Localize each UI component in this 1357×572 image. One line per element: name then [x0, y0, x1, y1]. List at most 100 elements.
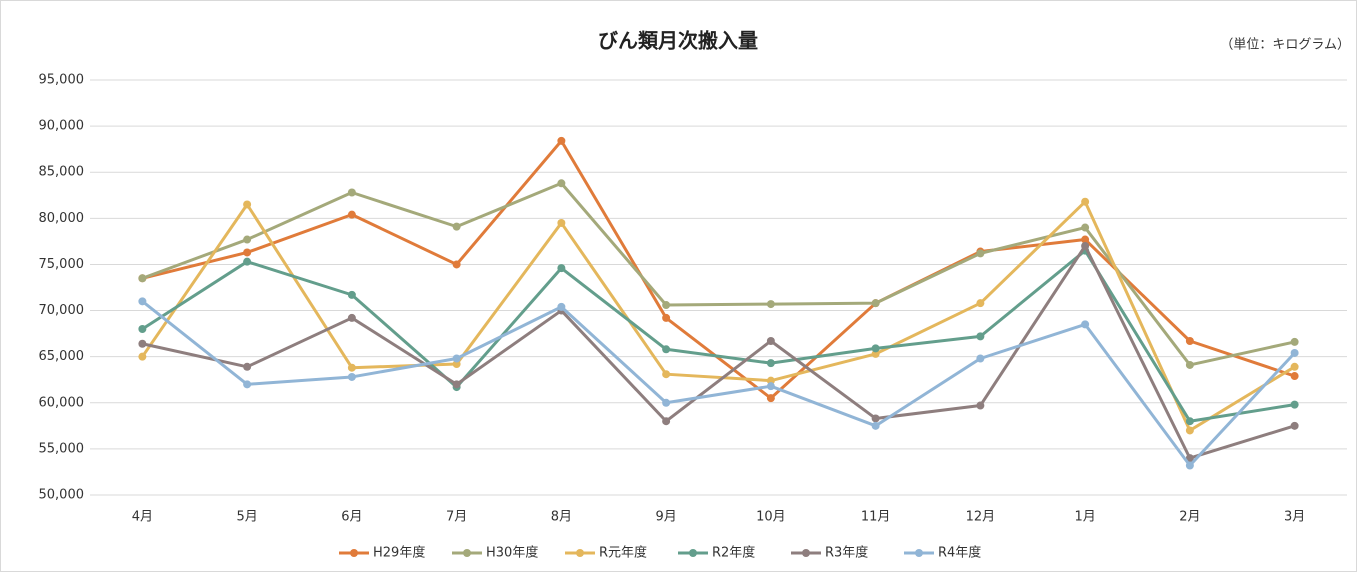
x-tick-label: 9月	[655, 510, 676, 525]
data-point	[662, 398, 671, 407]
legend-marker	[689, 549, 697, 557]
data-point	[347, 313, 356, 322]
legend-marker	[350, 549, 358, 557]
y-tick-label: 60,000	[39, 395, 85, 410]
data-point	[766, 359, 775, 368]
data-point	[976, 332, 985, 341]
data-point	[1081, 242, 1090, 250]
series-line	[141, 300, 1296, 467]
series-line	[142, 244, 1296, 460]
legend-label: R元年度	[599, 545, 647, 561]
y-tick-label: 95,000	[39, 73, 85, 88]
legend-marker	[915, 549, 923, 557]
data-point	[557, 136, 566, 145]
y-tick-label: 55,000	[39, 441, 85, 456]
data-point	[766, 336, 775, 345]
data-point	[347, 372, 356, 381]
data-point	[347, 363, 356, 372]
y-tick-label: 80,000	[39, 211, 85, 226]
data-point	[243, 362, 252, 371]
series-line	[141, 181, 1295, 367]
data-point	[1185, 417, 1194, 426]
data-point	[347, 210, 356, 219]
data-point	[662, 301, 671, 310]
legend-label: H30年度	[486, 545, 538, 561]
data-point	[1185, 461, 1194, 470]
data-point	[452, 360, 461, 369]
data-point	[138, 339, 147, 348]
x-tick-label: 5月	[236, 510, 257, 525]
data-point	[976, 401, 985, 410]
x-tick-label: 6月	[341, 510, 362, 525]
data-point	[1081, 320, 1090, 329]
data-point	[347, 290, 356, 299]
data-point	[976, 249, 985, 258]
data-point	[1290, 400, 1299, 409]
legend-label: R3年度	[825, 545, 868, 561]
data-point	[976, 299, 985, 308]
data-point	[557, 264, 566, 273]
chart-title: びん類月次搬入量	[598, 29, 758, 53]
data-point	[452, 260, 461, 269]
data-point	[1185, 360, 1194, 369]
x-tick-label: 4月	[132, 510, 153, 525]
y-tick-label: 50,000	[39, 488, 85, 503]
legend-label: R2年度	[712, 545, 755, 561]
data-point	[347, 188, 356, 197]
data-point	[138, 274, 147, 283]
data-point	[1290, 362, 1299, 371]
data-point	[452, 222, 461, 231]
data-point	[1185, 454, 1194, 463]
x-tick-label: 7月	[446, 510, 467, 525]
unit-note: （単位：キログラム）	[1220, 37, 1350, 53]
y-tick-label: 70,000	[39, 303, 85, 318]
data-point	[662, 370, 671, 379]
data-point	[243, 380, 252, 389]
x-tick-label: 8月	[551, 510, 572, 525]
data-point	[766, 376, 775, 385]
data-point	[138, 325, 147, 333]
data-point	[138, 352, 147, 361]
data-point	[871, 414, 880, 423]
data-point	[243, 257, 252, 266]
y-tick-label: 90,000	[39, 119, 85, 134]
data-point	[557, 218, 566, 227]
data-point	[871, 421, 880, 430]
data-point	[452, 354, 461, 363]
x-tick-label: 10月	[756, 510, 786, 525]
x-tick-label: 3月	[1284, 510, 1305, 525]
data-point	[766, 300, 775, 309]
data-point	[871, 349, 880, 358]
data-point	[766, 394, 775, 403]
legend-marker	[463, 549, 471, 557]
data-point	[1185, 426, 1194, 435]
y-tick-label: 85,000	[39, 165, 85, 180]
data-point	[766, 382, 775, 391]
y-tick-label: 65,000	[39, 349, 85, 364]
data-point	[243, 200, 252, 209]
data-point	[871, 299, 880, 308]
x-tick-label: 12月	[966, 510, 996, 525]
data-point	[871, 344, 880, 353]
data-point	[662, 313, 671, 322]
data-point	[1081, 223, 1090, 232]
data-point	[1290, 421, 1299, 430]
data-point	[243, 235, 252, 244]
data-point	[662, 417, 671, 426]
data-point	[557, 179, 566, 188]
data-point	[1290, 337, 1299, 346]
x-tick-label: 2月	[1179, 510, 1200, 525]
data-point	[1290, 372, 1299, 381]
legend-marker	[576, 549, 584, 557]
legend-label: R4年度	[938, 545, 981, 561]
legend-marker	[802, 549, 810, 557]
series-line	[142, 139, 1296, 400]
legend-label: H29年度	[373, 545, 425, 561]
data-point	[557, 302, 566, 311]
data-point	[1290, 348, 1299, 357]
data-point	[976, 354, 985, 363]
data-point	[452, 380, 461, 389]
data-point	[243, 248, 252, 257]
